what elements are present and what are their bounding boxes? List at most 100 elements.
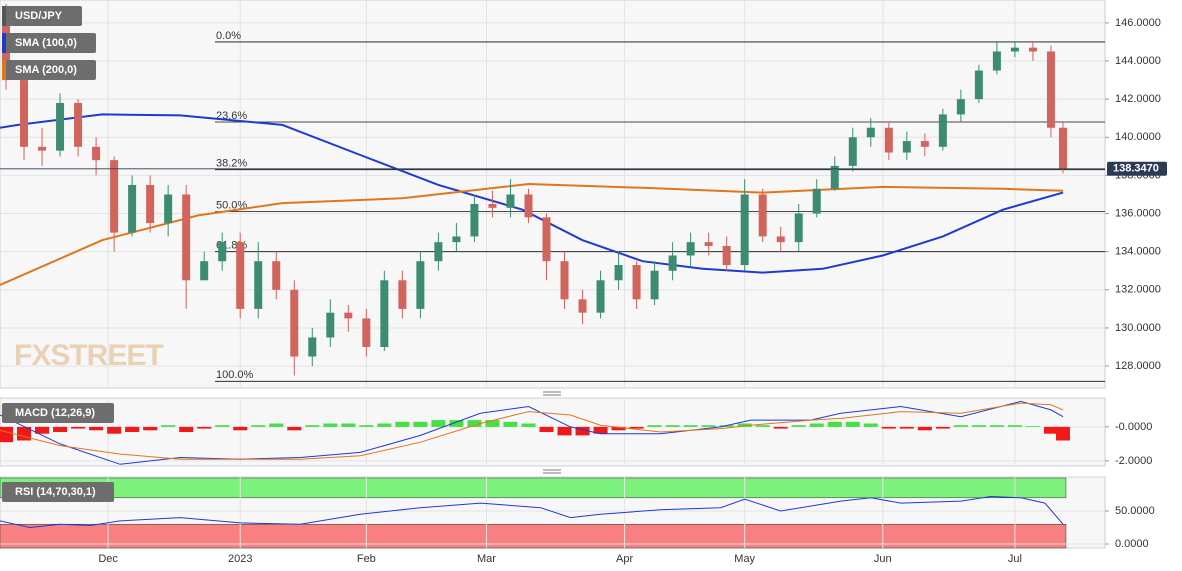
histogram-bar (287, 426, 302, 431)
histogram-bar (989, 425, 1004, 427)
candle-body (56, 102, 65, 151)
candle-body (290, 289, 299, 357)
histogram-bar (89, 426, 104, 431)
candle-body (650, 270, 659, 300)
legend-box (2, 403, 114, 423)
candle-body (452, 236, 461, 243)
histogram-bar (143, 426, 158, 431)
line (0, 182, 1064, 286)
histogram-bar (323, 423, 338, 427)
histogram-bar (755, 425, 770, 427)
legend-swatch (2, 60, 6, 80)
histogram-bar (485, 420, 500, 427)
candle-body (1028, 47, 1037, 52)
histogram-bar (431, 420, 446, 427)
price-panel (0, 0, 1106, 389)
histogram-bar (737, 423, 752, 427)
candle-body (614, 265, 623, 281)
candle-body (776, 236, 785, 243)
candle-body (146, 184, 155, 224)
histogram-bar (0, 426, 14, 443)
histogram-bar (125, 426, 140, 432)
candle-body (956, 99, 965, 115)
candle-body (434, 242, 443, 262)
candle-body (866, 127, 875, 138)
candle-body (38, 146, 47, 151)
oversold-band (0, 523, 1067, 549)
x-tick-label: May (734, 553, 755, 565)
line (0, 400, 1064, 465)
y-tick-label: 146.0000 (1115, 17, 1161, 29)
histogram-bar (647, 425, 662, 427)
candle-body (632, 265, 641, 300)
candle-body (470, 204, 479, 237)
candle-body (398, 280, 407, 309)
candle-body (254, 261, 263, 309)
histogram-bar (935, 426, 950, 429)
candle-body (326, 312, 335, 338)
candle-body (758, 194, 767, 237)
histogram-bar (611, 426, 626, 431)
y-tick-label: 128.0000 (1115, 360, 1161, 372)
last-price-tag (1107, 161, 1167, 176)
x-tick-label: Jun (874, 553, 892, 565)
candle-body (506, 194, 515, 208)
histogram-bar (1007, 425, 1022, 427)
histogram-bar (593, 426, 608, 434)
histogram-bar (575, 426, 590, 436)
candle-body (902, 141, 911, 153)
histogram-bar (701, 425, 716, 427)
candle-body (740, 194, 749, 266)
histogram-bar (1025, 426, 1040, 427)
histogram-bar (71, 426, 86, 429)
candle-body (884, 127, 893, 153)
line (0, 495, 1064, 529)
legend-swatch (2, 6, 6, 26)
x-tick-label: Mar (477, 553, 496, 565)
x-tick-label: Apr (616, 553, 633, 565)
x-tick-label: Jul (1008, 553, 1022, 565)
histogram-bar (305, 425, 320, 427)
histogram-bar (863, 423, 878, 427)
y-tick-label: 134.0000 (1115, 246, 1161, 258)
histogram-bar (899, 426, 914, 429)
candle-body (1058, 127, 1067, 169)
legend-label: SMA (100,0) (15, 37, 77, 49)
candle-body (812, 188, 821, 214)
histogram-bar (359, 425, 374, 427)
candle-body (110, 160, 119, 233)
histogram-bar (917, 426, 932, 431)
histogram-bar (971, 425, 986, 427)
y-tick-label: -0.0000 (1115, 421, 1152, 433)
candle-body (668, 255, 677, 271)
candle-body (488, 204, 497, 208)
candle-body (1010, 47, 1019, 52)
candle-body (704, 242, 713, 246)
legend-label: RSI (14,70,30,1) (15, 486, 96, 498)
histogram-bar (539, 426, 554, 432)
histogram-bar (233, 426, 248, 431)
candle-body (272, 261, 281, 290)
y-tick-label: 50.0000 (1115, 505, 1155, 517)
histogram-bar (629, 426, 644, 429)
y-tick-label: 132.0000 (1115, 284, 1161, 296)
candle-body (992, 51, 1001, 71)
histogram-bar (827, 421, 842, 427)
histogram-bar (791, 425, 806, 427)
last-price-label: 138.3470 (1113, 163, 1159, 175)
x-tick-label: 2023 (228, 553, 252, 565)
histogram-bar (161, 425, 176, 427)
candle-body (344, 312, 353, 319)
legend-label: SMA (200,0) (15, 64, 77, 76)
histogram-bar (845, 421, 860, 427)
y-tick-label: 136.0000 (1115, 207, 1161, 219)
y-tick-label: 142.0000 (1115, 93, 1161, 105)
candle-body (596, 280, 605, 313)
candle-body (20, 80, 29, 147)
candle-body (200, 261, 209, 281)
fib-label: 100.0% (216, 369, 254, 381)
y-tick-label: -2.0000 (1115, 455, 1152, 467)
legend-swatch (2, 33, 6, 53)
